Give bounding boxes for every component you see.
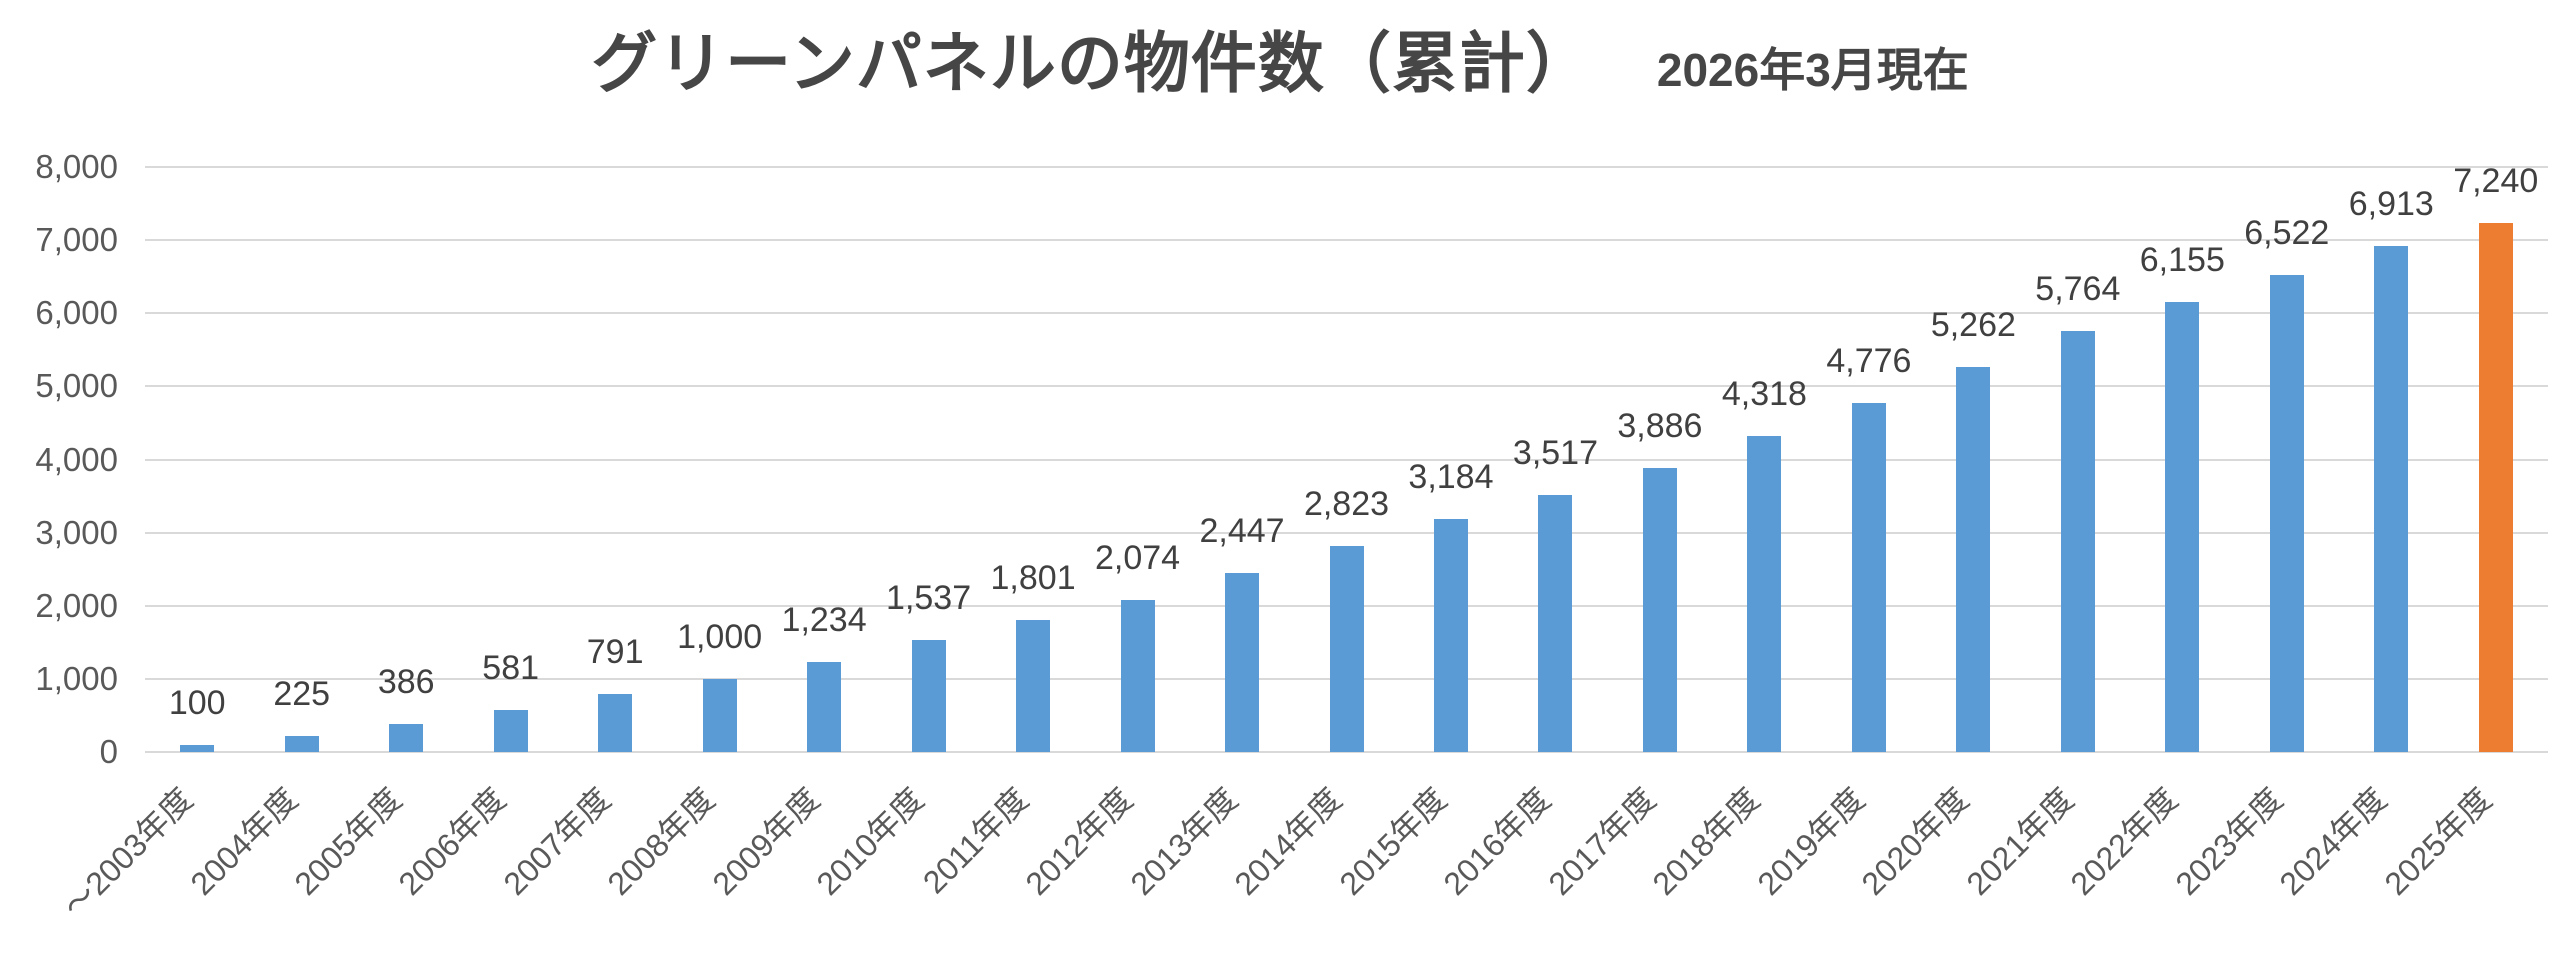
bar-value-label: 225 — [273, 674, 331, 713]
x-axis-tick-label: 2014年度 — [1227, 780, 1349, 903]
bar-value-label: 1,000 — [677, 617, 763, 656]
bar — [284, 735, 319, 752]
x-axis-tick-label: 2015年度 — [1332, 780, 1454, 903]
bar-value-label: 3,886 — [1617, 406, 1703, 445]
bar — [1642, 467, 1677, 752]
bar — [1538, 494, 1573, 752]
bar — [493, 709, 528, 752]
bar-value-label: 5,262 — [1930, 306, 2016, 345]
y-axis-tick-label: 7,000 — [35, 221, 118, 259]
x-axis-tick-label: 2019年度 — [1750, 780, 1872, 903]
bar — [2165, 301, 2200, 752]
bar-value-label: 6,155 — [2139, 240, 2225, 279]
bar — [911, 639, 946, 752]
bar — [1433, 519, 1468, 752]
y-axis-tick-label: 5,000 — [35, 367, 118, 405]
x-axis-tick-label: 2021年度 — [1959, 780, 2081, 903]
x-axis-tick-label: 2011年度 — [916, 780, 1036, 901]
bar — [2269, 275, 2304, 752]
x-axis-tick-label: 2016年度 — [1436, 780, 1558, 903]
x-axis-tick-label: 2018年度 — [1645, 780, 1767, 903]
gridline — [145, 239, 2548, 242]
gridline — [145, 531, 2548, 534]
gridline — [145, 458, 2548, 461]
y-axis-tick-label: 2,000 — [35, 586, 118, 624]
x-axis-tick-label: 2005年度 — [287, 780, 409, 903]
y-axis-tick-label: 1,000 — [35, 659, 118, 697]
bar-value-label: 581 — [482, 648, 540, 687]
x-axis-tick-label: 2012年度 — [1018, 780, 1140, 903]
bar — [1329, 545, 1364, 752]
bar — [1225, 573, 1260, 752]
x-axis-tick-label: 2024年度 — [2272, 780, 2394, 903]
bar-value-label: 2,823 — [1303, 484, 1390, 523]
bar — [598, 694, 633, 752]
y-axis-tick-label: 0 — [99, 733, 118, 770]
bar-value-label: 1,234 — [781, 600, 867, 639]
bar — [702, 678, 737, 752]
bar-value-label: 2,074 — [1094, 539, 1181, 578]
x-axis-tick-label: 2006年度 — [392, 780, 514, 903]
bar-value-label: 4,776 — [1826, 341, 1912, 380]
chart-title-row: グリーンパネルの物件数（累計） 2026年3月現在 — [0, 10, 2560, 106]
x-axis-tick-label: 2020年度 — [1854, 780, 1976, 903]
gridline — [145, 166, 2548, 168]
bar-value-label: 100 — [168, 683, 226, 722]
x-axis-tick-label: 2004年度 — [183, 780, 305, 903]
gridline — [145, 385, 2548, 388]
bar-value-label: 5,764 — [2035, 269, 2121, 308]
bar — [1851, 402, 1886, 752]
x-axis-tick-label: 2013年度 — [1123, 780, 1245, 903]
bar — [1956, 367, 1991, 752]
bar-value-label: 6,522 — [2244, 214, 2330, 253]
x-axis-tick-label: 2017年度 — [1541, 780, 1663, 903]
bar — [180, 744, 215, 752]
x-axis-tick-label: 2010年度 — [809, 780, 931, 903]
bar-value-label: 2,447 — [1199, 512, 1285, 551]
gridline — [145, 312, 2548, 315]
bar-value-label: 791 — [586, 633, 644, 672]
y-axis-tick-label: 8,000 — [35, 148, 118, 185]
bar — [2060, 330, 2095, 752]
bar — [389, 723, 424, 752]
bar — [1747, 436, 1782, 752]
bar — [2374, 246, 2409, 752]
x-axis-tick-label: 2023年度 — [2168, 780, 2290, 903]
y-axis-tick-label: 6,000 — [35, 294, 118, 332]
bar — [1120, 600, 1155, 752]
bar-value-label: 3,517 — [1512, 433, 1598, 472]
bar-value-label: 1,537 — [886, 578, 972, 617]
bar-value-label: 3,184 — [1408, 458, 1494, 497]
y-axis-tick-label: 3,000 — [35, 513, 118, 551]
chart-title: グリーンパネルの物件数（累計） — [591, 26, 1593, 100]
bar-value-label: 1,801 — [990, 559, 1076, 598]
x-axis-tick-label: ～2003年度 — [55, 780, 200, 925]
bar — [1016, 620, 1051, 752]
bar-value-label: 7,240 — [2453, 161, 2539, 200]
gridline — [145, 751, 2548, 753]
y-axis-tick-label: 4,000 — [35, 440, 118, 478]
x-axis-tick-label: 2022年度 — [2063, 780, 2185, 903]
bar — [2478, 222, 2513, 752]
bar-value-label: 4,318 — [1721, 375, 1807, 414]
x-axis-tick-label: 2008年度 — [600, 780, 723, 903]
x-axis-tick-label: 2009年度 — [705, 780, 827, 903]
bar — [807, 661, 842, 752]
bar-value-label: 386 — [377, 662, 435, 701]
x-axis-tick-label: 2025年度 — [2377, 780, 2499, 903]
x-axis-tick-label: 2007年度 — [496, 780, 618, 903]
chart-subtitle: 2026年3月現在 — [1656, 44, 1969, 96]
bar-value-label: 6,913 — [2348, 185, 2434, 224]
